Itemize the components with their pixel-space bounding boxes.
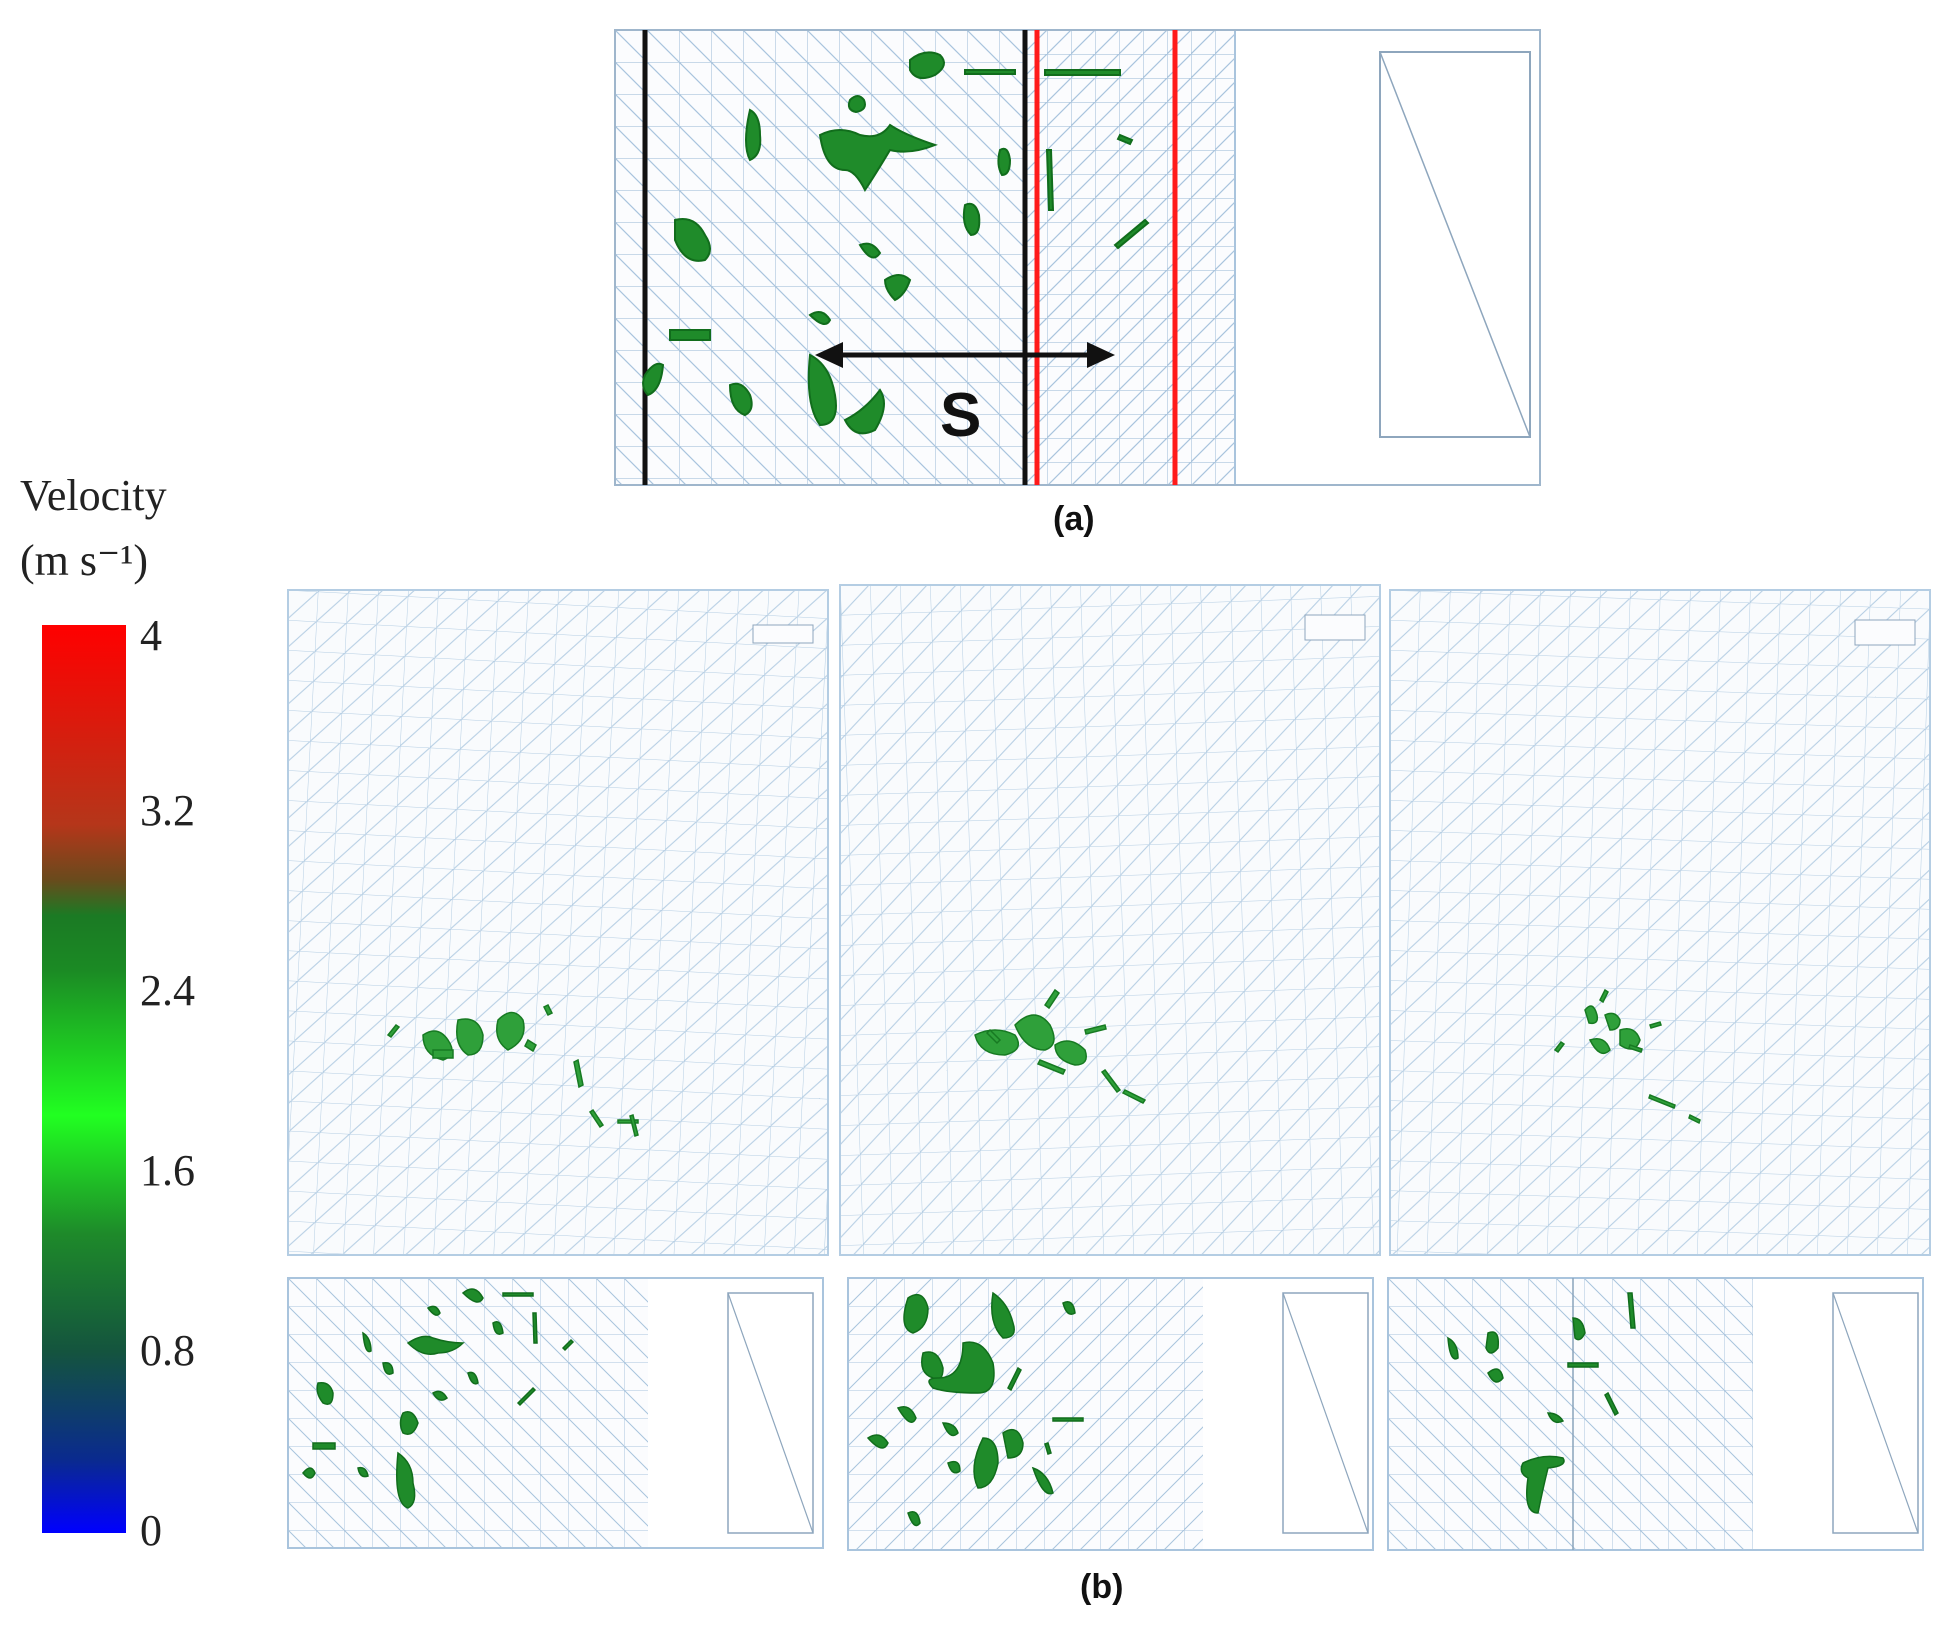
colorbar (42, 625, 126, 1533)
panel-b-top-right (1389, 589, 1931, 1256)
tick-0-8: 0.8 (140, 1326, 195, 1375)
spacing-label: S (940, 381, 982, 450)
spacing-arrow (815, 342, 1115, 368)
tick-2-4: 2.4 (140, 966, 195, 1015)
panel-b-top-left (287, 589, 829, 1256)
panel-a-figure (614, 29, 1541, 486)
legend-title: Velocity (20, 471, 167, 520)
panel-b-bottom-left (287, 1277, 824, 1549)
tick-0: 0 (140, 1506, 162, 1555)
panel-a-caption: (a) (1053, 500, 1095, 538)
panel-b-bottom-right (1387, 1277, 1924, 1551)
particles (642, 51, 1150, 435)
tick-4: 4 (140, 611, 162, 660)
panel-b-bottom-middle (847, 1277, 1374, 1551)
outlet-box (1379, 51, 1531, 438)
legend-unit: (m s⁻¹) (20, 536, 149, 585)
panel-b-top-middle (839, 584, 1381, 1256)
panel-b-caption: (b) (1080, 1568, 1124, 1606)
tick-3-2: 3.2 (140, 786, 195, 835)
tick-1-6: 1.6 (140, 1146, 195, 1195)
